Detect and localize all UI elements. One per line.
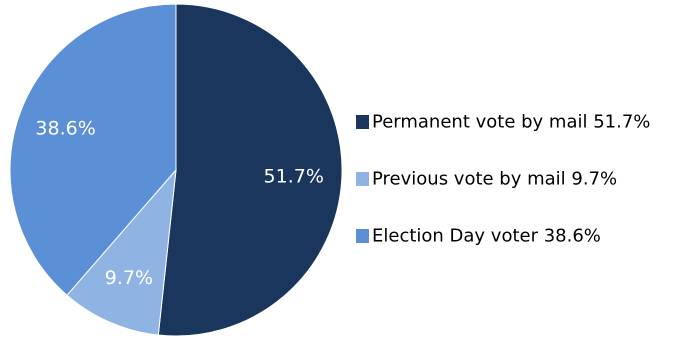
- legend-label-2: Election Day voter 38.6%: [372, 226, 601, 247]
- pie-slices: [9, 3, 343, 337]
- legend: Permanent vote by mail 51.7% Previous vot…: [356, 112, 650, 247]
- pie-slice-1: [66, 168, 177, 336]
- legend-swatch-0: [356, 115, 369, 129]
- pie-slice-0: [157, 3, 343, 337]
- data-label-2: 38.6%: [35, 118, 95, 140]
- legend-swatch-1: [356, 172, 369, 186]
- data-label-0: 51.7%: [264, 165, 324, 187]
- legend-swatch-2: [356, 229, 369, 243]
- pie-slice-2: [9, 3, 177, 296]
- legend-label-0: Permanent vote by mail 51.7%: [372, 112, 650, 133]
- pie-data-labels: 51.7% 9.7% 38.6%: [35, 118, 323, 289]
- legend-label-1: Previous vote by mail 9.7%: [372, 169, 617, 190]
- data-label-1: 9.7%: [105, 267, 153, 289]
